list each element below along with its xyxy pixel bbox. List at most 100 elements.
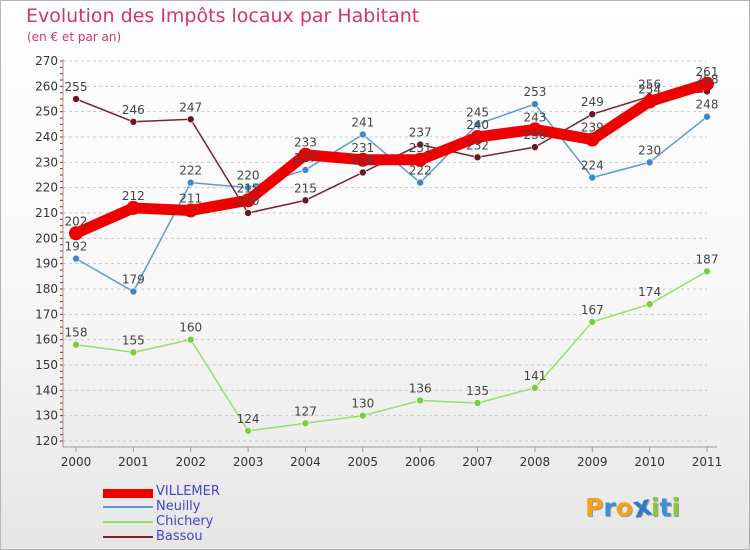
data-point [531, 383, 539, 392]
data-label: 127 [294, 404, 317, 418]
legend-label: Neuilly [156, 499, 201, 514]
data-point [700, 76, 714, 91]
data-label: 130 [351, 397, 374, 411]
data-point [531, 143, 539, 151]
x-tick-label: 2009 [577, 455, 608, 469]
data-point [416, 178, 424, 187]
data-point [645, 300, 654, 309]
legend-label: VILLEMER [156, 484, 220, 499]
x-tick-label: 2010 [634, 455, 665, 469]
y-tick-label: 160 [35, 333, 58, 347]
data-point [416, 396, 424, 405]
data-label: 246 [122, 103, 145, 117]
data-label: 212 [122, 189, 145, 203]
data-point [72, 254, 80, 263]
data-label: 179 [122, 273, 145, 287]
data-point [645, 158, 654, 167]
data-label: 236 [523, 128, 546, 142]
data-label: 231 [409, 141, 432, 155]
logo-letter: t [659, 493, 672, 522]
line-chart: 1201301401501601701801902002102202302402… [35, 54, 723, 469]
data-label: 202 [65, 214, 88, 228]
data-label: 230 [638, 143, 661, 157]
data-label: 226 [351, 153, 374, 167]
proxiti-logo: Proxiti [585, 488, 681, 524]
data-point [129, 348, 138, 357]
legend-swatch [103, 489, 153, 498]
x-tick-label: 2011 [692, 455, 723, 469]
data-point [473, 399, 482, 407]
legend-label: Chichery [156, 514, 214, 529]
data-point [126, 200, 141, 215]
data-label: 160 [179, 321, 202, 335]
data-point [473, 120, 482, 129]
data-label: 141 [523, 369, 546, 383]
x-tick-label: 2001 [118, 455, 149, 469]
data-point [69, 226, 83, 241]
x-tick-label: 2003 [233, 455, 264, 469]
x-tick-label: 2006 [405, 455, 436, 469]
data-label: 135 [466, 384, 489, 398]
data-label: 243 [523, 110, 546, 124]
x-tick-label: 2004 [290, 455, 321, 469]
data-label: 233 [294, 136, 317, 150]
data-point [585, 132, 600, 147]
y-tick-label: 260 [35, 79, 58, 93]
data-label: 227 [294, 151, 317, 165]
data-point [531, 100, 539, 108]
legend-label: Bassou [156, 529, 203, 544]
data-point [301, 419, 310, 428]
data-point [186, 115, 195, 124]
data-label: 187 [696, 252, 719, 266]
y-tick-label: 200 [35, 231, 58, 245]
data-point [527, 122, 542, 137]
x-tick-label: 2007 [462, 455, 493, 469]
y-tick-label: 190 [35, 257, 58, 271]
y-tick-label: 270 [35, 54, 58, 68]
legend-swatch [103, 521, 153, 523]
legend-item-chichery: Chichery [103, 514, 263, 530]
data-point [642, 94, 657, 109]
data-point [703, 267, 711, 276]
chart-subtitle: (en € et par an) [27, 30, 122, 44]
x-tick-label: 2002 [175, 455, 206, 469]
data-point [129, 118, 138, 126]
y-tick-label: 120 [35, 434, 58, 448]
legend-swatch [103, 506, 153, 508]
data-point [473, 153, 482, 162]
data-label: 224 [581, 159, 604, 173]
data-label: 237 [409, 126, 432, 140]
data-label: 210 [237, 194, 260, 208]
data-label: 215 [237, 181, 260, 195]
data-label: 232 [466, 138, 489, 152]
y-tick-label: 220 [35, 181, 58, 195]
data-label: 192 [65, 240, 88, 254]
data-point [359, 411, 367, 420]
legend-item-villemer: VILLEMER [103, 484, 263, 500]
data-point [703, 112, 711, 121]
data-point [244, 427, 252, 435]
logo-letter: i [671, 493, 681, 522]
x-tick-label: 2008 [520, 455, 551, 469]
data-point [301, 166, 310, 174]
data-label: 247 [179, 100, 202, 114]
legend-swatch [103, 536, 153, 538]
data-label: 158 [65, 326, 88, 340]
legend: VILLEMER Neuilly Chichery Bassou [103, 484, 263, 545]
data-label: 220 [237, 169, 260, 183]
data-label: 211 [179, 191, 202, 205]
y-tick-label: 170 [35, 307, 58, 321]
data-point [588, 173, 597, 182]
y-tick-label: 180 [35, 282, 58, 296]
data-label: 239 [581, 121, 604, 135]
data-point [244, 209, 252, 217]
data-label: 231 [351, 141, 374, 155]
data-point [72, 95, 80, 103]
legend-item-neuilly: Neuilly [103, 499, 263, 515]
data-point [588, 110, 597, 118]
data-label: 174 [638, 285, 661, 299]
logo-letter: i [650, 493, 660, 522]
data-point [186, 178, 195, 187]
data-point [413, 152, 428, 167]
data-label: 241 [351, 115, 374, 129]
